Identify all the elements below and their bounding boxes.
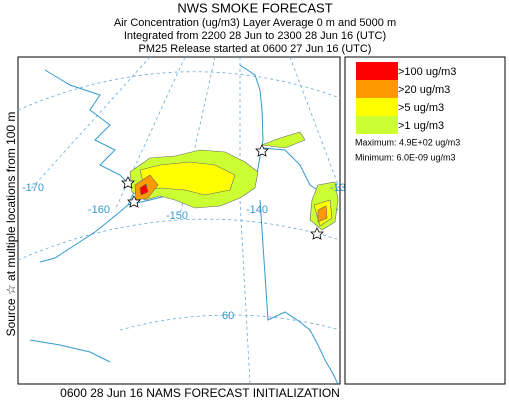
plume bbox=[317, 205, 328, 223]
plume bbox=[261, 131, 306, 149]
legend-label: >5 ug/m3 bbox=[398, 102, 444, 114]
coastline bbox=[44, 64, 264, 206]
legend-swatch bbox=[356, 62, 398, 80]
subtitle: PM25 Release started at 0600 27 Jun 16 (… bbox=[139, 43, 372, 55]
legend-swatch bbox=[356, 98, 398, 116]
source-markers bbox=[121, 144, 324, 240]
minimum: Minimum: 6.0E-09 ug/m3 bbox=[355, 152, 456, 162]
subtitle: Integrated from 2200 28 Jun to 2300 28 J… bbox=[124, 30, 386, 42]
graticule-label: -140 bbox=[246, 204, 268, 216]
subtitle: Air Concentration (ug/m3) Layer Average … bbox=[114, 17, 396, 29]
graticule bbox=[239, 57, 251, 385]
coastline bbox=[39, 204, 129, 263]
legend: Maximum: 4.9E+02 ug/m3 Minimum: 6.0E-09 … bbox=[344, 56, 506, 385]
legend-swatch bbox=[356, 80, 398, 98]
legend-swatch bbox=[356, 116, 398, 134]
coastline bbox=[29, 339, 111, 363]
map-frame bbox=[17, 56, 341, 385]
legend-label: >100 ug/m3 bbox=[398, 66, 456, 78]
maximum: Maximum: 4.9E+02 ug/m3 bbox=[355, 137, 460, 147]
footer: 0600 28 Jun 16 NAMS FORECAST INITIALIZAT… bbox=[60, 386, 340, 400]
graticule bbox=[119, 314, 341, 331]
legend-label: >1 ug/m3 bbox=[398, 120, 444, 132]
graticule-label: -150 bbox=[166, 210, 188, 222]
coastline bbox=[259, 199, 339, 385]
graticule-label: -170 bbox=[22, 182, 44, 194]
graticule-label: 60 bbox=[222, 310, 234, 322]
map: -170 -160 -150 -140 -130 60 bbox=[17, 56, 352, 385]
source-label: Source ☆ at multiple locations from 100 … bbox=[4, 112, 18, 337]
title: NWS SMOKE FORECAST bbox=[177, 0, 332, 15]
plume bbox=[139, 183, 149, 196]
graticule-label: -160 bbox=[88, 204, 110, 216]
legend-label: >20 ug/m3 bbox=[398, 84, 450, 96]
